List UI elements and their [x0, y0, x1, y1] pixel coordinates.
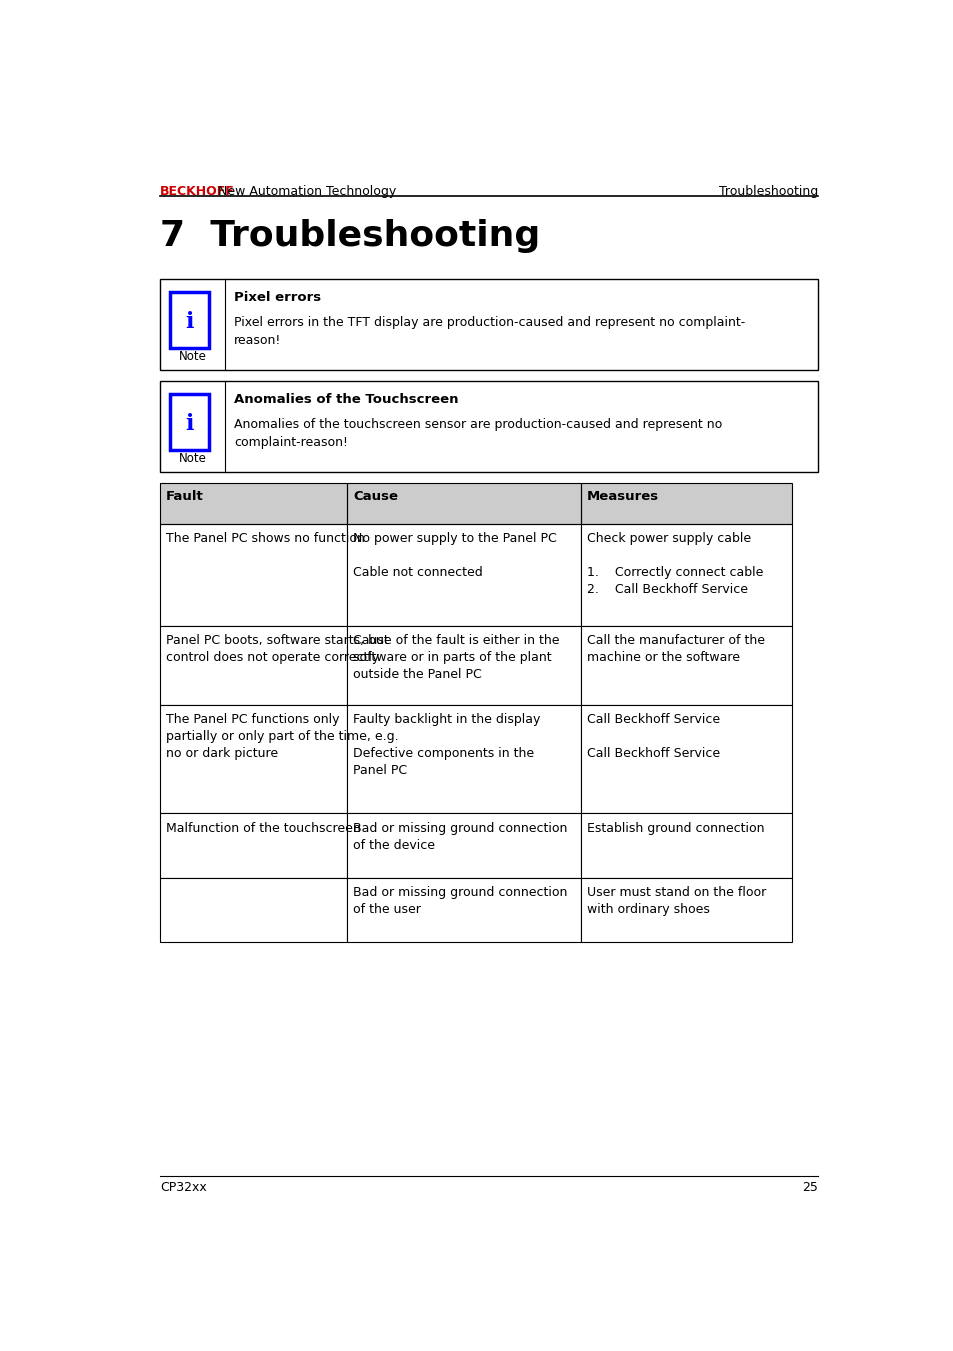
Text: Call the manufacturer of the
machine or the software: Call the manufacturer of the machine or …: [586, 635, 764, 665]
Bar: [160, 705, 347, 813]
Text: User must stand on the floor
with ordinary shoes: User must stand on the floor with ordina…: [586, 886, 765, 916]
Bar: [160, 482, 347, 524]
Text: Troubleshooting: Troubleshooting: [718, 185, 817, 199]
Text: Note: Note: [178, 451, 206, 465]
Bar: [347, 482, 580, 524]
Bar: [347, 482, 580, 524]
Bar: [160, 278, 817, 370]
Text: Fault: Fault: [166, 490, 203, 503]
Bar: [160, 381, 817, 471]
Text: Pixel errors: Pixel errors: [233, 290, 320, 304]
Text: Bad or missing ground connection
of the device: Bad or missing ground connection of the …: [353, 821, 567, 851]
Text: The Panel PC functions only
partially or only part of the time, e.g.
no or dark : The Panel PC functions only partially or…: [166, 713, 398, 761]
Text: Anomalies of the touchscreen sensor are production-caused and represent no
compl: Anomalies of the touchscreen sensor are …: [233, 417, 721, 449]
Text: Pixel errors in the TFT display are production-caused and represent no complaint: Pixel errors in the TFT display are prod…: [233, 316, 744, 347]
Text: Anomalies of the Touchscreen: Anomalies of the Touchscreen: [233, 393, 457, 407]
Text: Cause of the fault is either in the
software or in parts of the plant
outside th: Cause of the fault is either in the soft…: [353, 635, 559, 681]
Bar: [580, 482, 791, 524]
Bar: [170, 292, 210, 349]
Bar: [347, 705, 580, 813]
Text: Note: Note: [178, 350, 206, 363]
Bar: [347, 524, 580, 626]
Bar: [580, 482, 791, 524]
Bar: [580, 705, 791, 813]
Text: 25: 25: [801, 1181, 817, 1193]
Text: i: i: [185, 413, 193, 435]
Text: The Panel PC shows no function: The Panel PC shows no function: [166, 532, 364, 546]
Bar: [160, 626, 347, 705]
Bar: [580, 813, 791, 878]
Text: Faulty backlight in the display

Defective components in the
Panel PC: Faulty backlight in the display Defectiv…: [353, 713, 540, 777]
Text: i: i: [185, 311, 193, 334]
Bar: [170, 394, 210, 450]
Text: Check power supply cable

1.    Correctly connect cable
2.    Call Beckhoff Serv: Check power supply cable 1. Correctly co…: [586, 532, 762, 596]
Text: Malfunction of the touchscreen: Malfunction of the touchscreen: [166, 821, 360, 835]
Text: No power supply to the Panel PC

Cable not connected: No power supply to the Panel PC Cable no…: [353, 532, 557, 580]
Text: BECKHOFF: BECKHOFF: [160, 185, 234, 199]
Text: Bad or missing ground connection
of the user: Bad or missing ground connection of the …: [353, 886, 567, 916]
Bar: [160, 524, 347, 626]
Bar: [160, 482, 347, 524]
Bar: [580, 524, 791, 626]
Bar: [580, 626, 791, 705]
Text: Cause: Cause: [353, 490, 398, 503]
Bar: [580, 878, 791, 943]
Bar: [347, 878, 580, 943]
Text: CP32xx: CP32xx: [160, 1181, 207, 1193]
Text: Call Beckhoff Service

Call Beckhoff Service: Call Beckhoff Service Call Beckhoff Serv…: [586, 713, 720, 761]
Bar: [160, 878, 347, 943]
Bar: [347, 813, 580, 878]
Text: Measures: Measures: [586, 490, 659, 503]
Text: Panel PC boots, software starts, but
control does not operate correctly: Panel PC boots, software starts, but con…: [166, 635, 388, 665]
Bar: [160, 813, 347, 878]
Bar: [347, 626, 580, 705]
Text: Establish ground connection: Establish ground connection: [586, 821, 763, 835]
Text: 7  Troubleshooting: 7 Troubleshooting: [160, 219, 539, 254]
Text: New Automation Technology: New Automation Technology: [213, 185, 395, 199]
